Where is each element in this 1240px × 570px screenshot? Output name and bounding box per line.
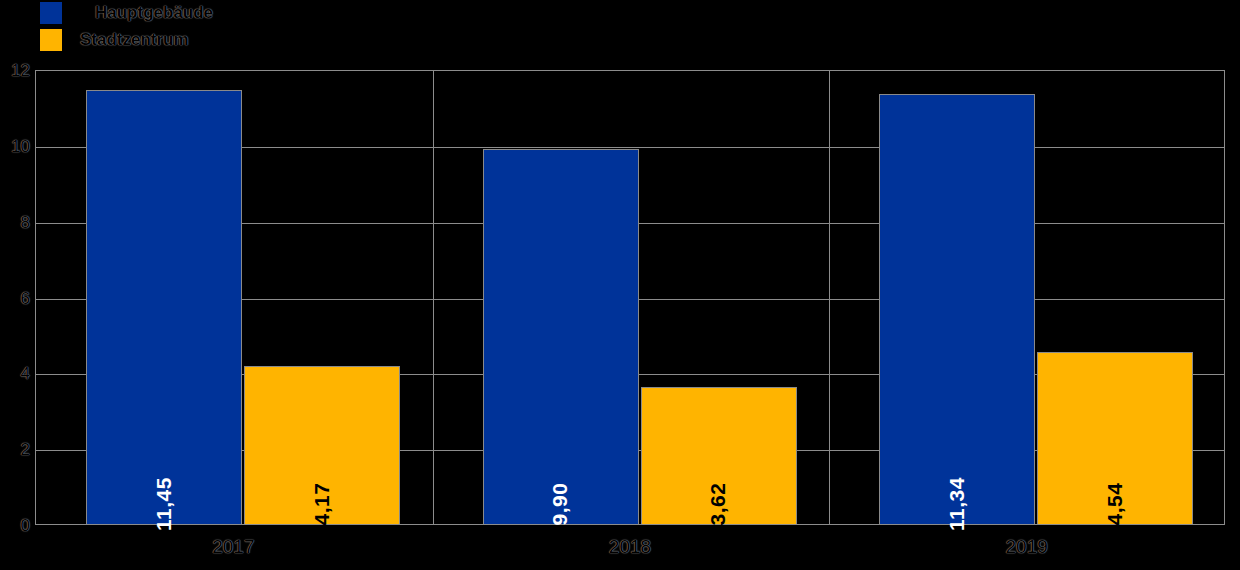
legend: Hauptgebäude Stadtzentrum	[40, 2, 213, 56]
x-tick-label-2019: 2019	[967, 536, 1087, 558]
value-label-box: 11,45	[146, 406, 182, 516]
legend-item-hauptgebaeude: Hauptgebäude	[40, 2, 213, 24]
bar-value-label: 9,90	[549, 483, 573, 526]
panel-divider	[433, 71, 434, 524]
value-label-box: 11,34	[939, 406, 975, 516]
bar-value-label: 3,62	[707, 483, 731, 526]
y-tick-label: 0	[4, 517, 30, 534]
bar-value-label: 11,45	[152, 477, 176, 531]
bar-value-label: 4,17	[310, 483, 334, 526]
value-label-box: 4,54	[1097, 406, 1133, 516]
y-tick-label: 8	[4, 214, 30, 231]
y-tick-label: 12	[4, 62, 30, 79]
x-tick-label-2018: 2018	[570, 536, 690, 558]
y-tick-label: 10	[4, 138, 30, 155]
y-tick-label: 4	[4, 365, 30, 382]
y-tick-label: 2	[4, 441, 30, 458]
legend-label: Stadtzentrum	[80, 29, 189, 51]
chart-canvas: Hauptgebäude Stadtzentrum 11,45 9,90 11,34…	[0, 0, 1240, 570]
plot-area: 11,45 9,90 11,34 4,17 3,62 4,54	[35, 70, 1225, 525]
legend-swatch-blue	[40, 2, 62, 24]
value-label-box: 4,17	[304, 406, 340, 516]
panel-divider	[829, 71, 830, 524]
value-label-box: 3,62	[701, 406, 737, 516]
legend-item-stadtzentrum: Stadtzentrum	[40, 29, 213, 51]
x-tick-label-2017: 2017	[173, 536, 293, 558]
bar-value-label: 11,34	[945, 477, 969, 531]
bar-value-label: 4,54	[1103, 483, 1127, 526]
value-label-box: 9,90	[543, 406, 579, 516]
y-tick-label: 6	[4, 290, 30, 307]
legend-swatch-orange	[40, 29, 62, 51]
legend-label: Hauptgebäude	[95, 2, 213, 24]
